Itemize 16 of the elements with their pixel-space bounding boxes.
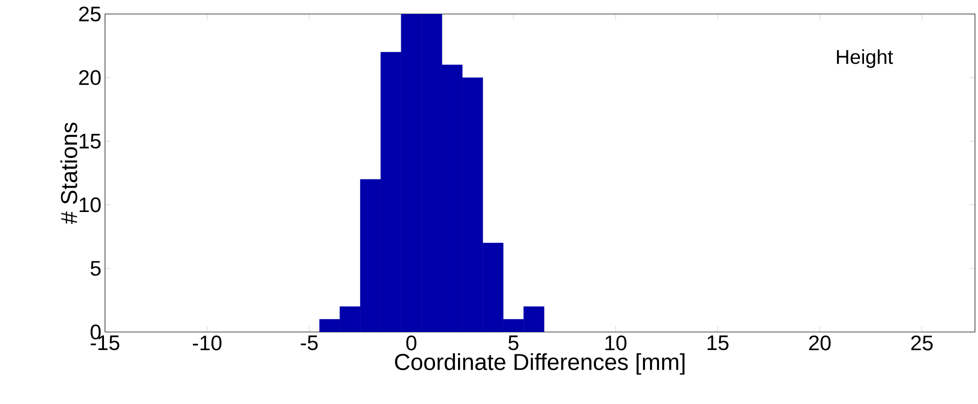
annotation: Height: [837, 49, 893, 68]
y-tick-label: 5: [90, 261, 101, 276]
x-tick-label: -10: [192, 336, 222, 350]
x-tick-label: 20: [809, 336, 831, 350]
x-tick-label: -5: [300, 336, 318, 350]
y-axis-title: # Stations: [60, 122, 78, 224]
x-tick-label: 5: [508, 336, 518, 350]
x-tick-label: 15: [708, 336, 728, 350]
y-tick-label: 10: [80, 197, 101, 212]
y-tick-label: 25: [79, 6, 101, 22]
x-axis-title: Coordinate Differences [mm]: [395, 353, 684, 375]
x-tick-label: 25: [911, 336, 933, 350]
y-tick-label: 20: [79, 70, 101, 86]
x-tick-label: 10: [605, 336, 626, 350]
y-tick-label: 15: [80, 134, 101, 149]
x-tick-label: 0: [406, 336, 416, 350]
